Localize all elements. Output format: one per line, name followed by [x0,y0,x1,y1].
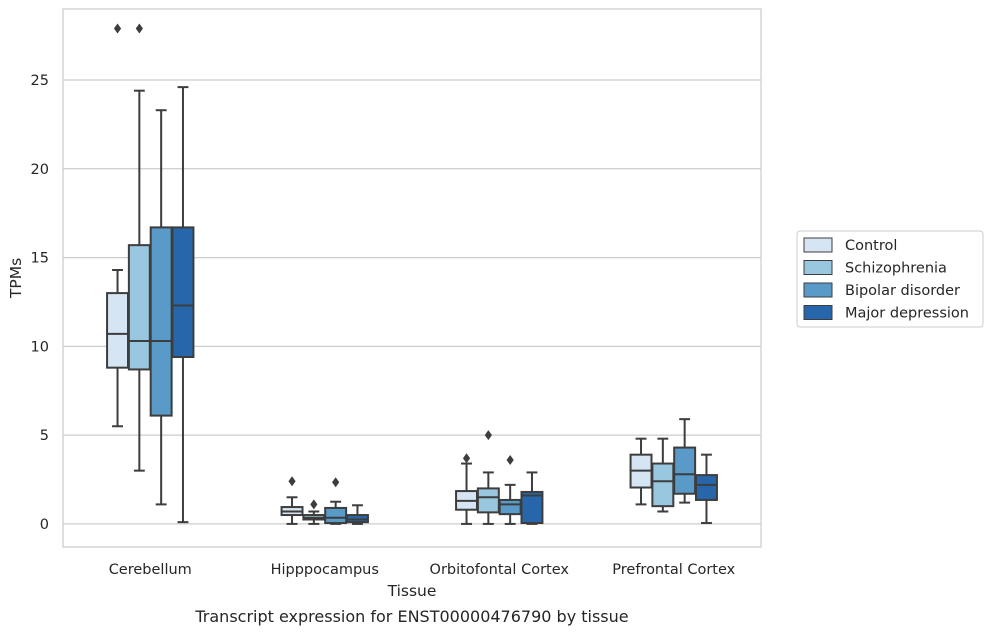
box [149,109,173,506]
box [171,86,195,524]
y-tick-label: 15 [31,251,49,267]
box-group [455,430,544,525]
box-body [106,292,130,369]
box-body [694,474,718,501]
y-tick-label: 0 [40,517,49,533]
box [651,437,675,513]
box [127,23,151,472]
box-body [520,490,544,525]
box [345,504,369,525]
box-body [149,226,173,417]
box [498,454,522,525]
plot-frame [62,8,762,548]
box [324,477,348,525]
box-group [280,476,369,525]
y-axis-title: TPMs [7,258,25,299]
outlier-marker [484,430,492,441]
legend-swatch [803,282,833,298]
legend-swatch [803,237,833,253]
x-tick-labels: Cerebellum Hipppocampus Orbitofontal Corte… [109,562,736,578]
y-tick-labels: 0 5 10 15 20 25 [31,73,49,533]
outlier-marker [506,454,514,465]
box-group [629,418,718,525]
outlier-marker [332,477,340,488]
box-body [127,244,151,371]
box-body [324,506,348,525]
legend-label: Bipolar disorder [845,283,960,299]
legend-swatch [803,260,833,275]
box [106,23,130,428]
outlier-marker [462,453,471,464]
y-tick-label: 5 [40,428,49,444]
box [629,437,653,506]
outlier-marker [288,476,296,487]
x-tick-label: Orbitofontal Cortex [430,562,570,578]
box [476,430,500,525]
legend-frame [796,230,984,328]
box-body [651,462,675,508]
box-body [498,498,522,516]
legend-label: Schizophrenia [845,261,947,277]
y-tick-label: 25 [31,73,49,89]
x-tick-label: Cerebellum [109,562,192,578]
box [280,476,304,525]
box-body [171,226,195,359]
box-group [106,23,195,524]
outlier-marker [135,23,143,34]
box [302,499,326,525]
box [520,471,544,525]
legend-label: Major depression [845,306,969,322]
box [694,453,718,525]
legend: Control Schizophrenia Bipolar disorder Majo… [796,230,984,328]
x-tick-label: Prefrontal Cortex [612,562,735,578]
legend-swatch [803,305,833,320]
box-groups [106,23,718,525]
x-tick-label: Hipppocampus [271,562,379,578]
box-body [476,487,500,514]
box [673,418,697,504]
x-axis-title: Tissue [387,582,437,600]
legend-label: Control [845,238,897,254]
outlier-marker [310,499,318,510]
y-tick-label: 10 [31,339,49,355]
box [455,453,479,525]
box-body [673,446,697,495]
outlier-marker [113,23,122,34]
chart-caption: Transcript expression for ENST0000047679… [194,607,628,626]
y-tick-label: 20 [31,162,49,178]
